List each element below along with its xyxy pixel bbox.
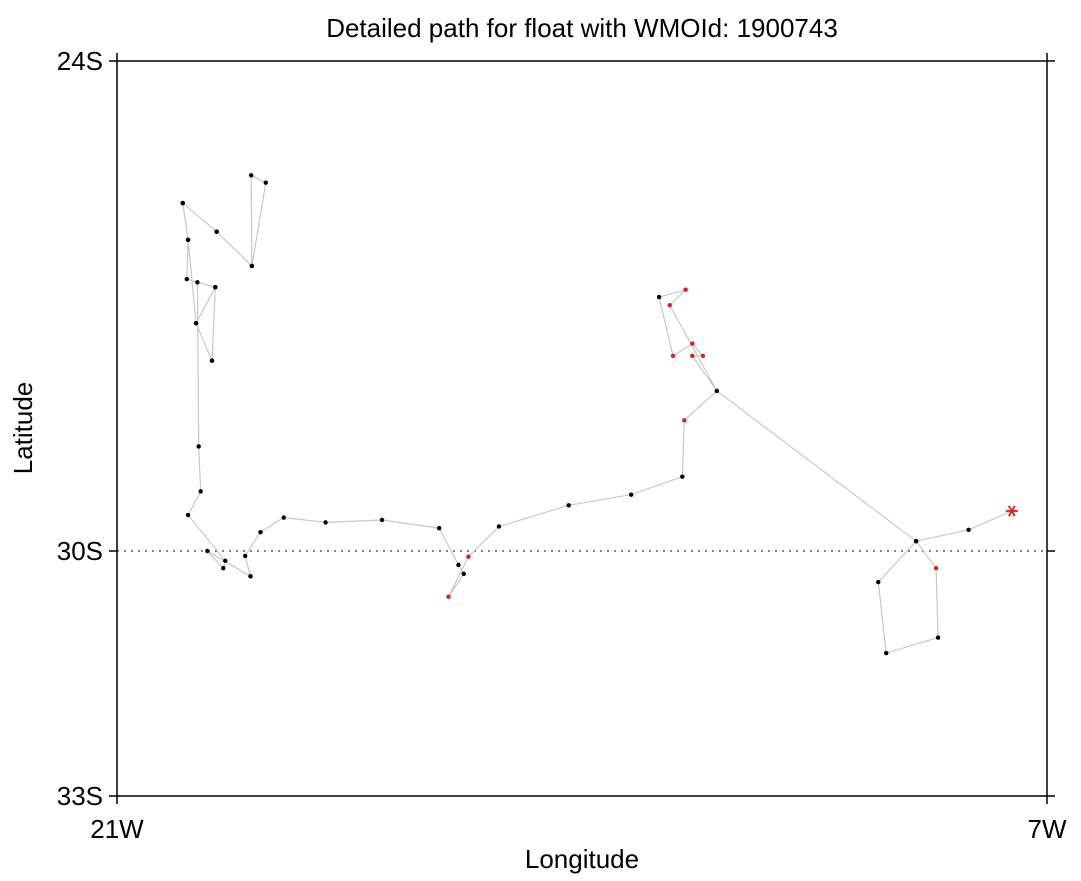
profile-point <box>263 180 268 185</box>
profile-point <box>456 562 461 568</box>
profile-point <box>628 492 634 497</box>
profile-point <box>198 489 203 494</box>
tick-layer: 21W 7W 24S 30S 33S <box>57 46 1067 844</box>
profile-point <box>213 285 218 290</box>
profile-point <box>379 517 385 523</box>
profile-point <box>913 539 919 544</box>
profile-point <box>656 294 662 300</box>
highlighted-profile-point <box>667 302 672 308</box>
highlighted-profile-point <box>670 353 676 359</box>
highlighted-profile-point <box>466 554 471 559</box>
profile-point <box>884 650 889 656</box>
profile-point <box>205 548 210 554</box>
profile-point <box>436 525 442 531</box>
plot-frame <box>116 60 1048 797</box>
profile-point <box>258 530 263 535</box>
profile-point <box>223 558 228 563</box>
x-tick-label: 7W <box>1028 814 1067 844</box>
highlighted-profile-point <box>682 418 687 423</box>
profile-point <box>323 520 328 525</box>
x-axis-title: Longitude <box>525 844 639 874</box>
profile-point <box>935 635 941 640</box>
last-position-marker <box>1005 505 1018 517</box>
profile-point <box>184 276 189 282</box>
profile-point <box>680 474 685 479</box>
path-layer <box>181 174 1013 654</box>
highlighted-profile-point <box>700 353 706 359</box>
profile-point <box>714 388 720 394</box>
y-axis-title: Latitude <box>8 382 38 475</box>
y-tick-label: 30S <box>57 536 103 566</box>
highlighted-profile-point <box>683 287 688 292</box>
profile-point <box>180 200 185 206</box>
profile-point <box>185 512 191 518</box>
profile-point <box>196 444 201 449</box>
profile-point <box>496 524 502 529</box>
profile-point <box>185 237 191 243</box>
point-layer <box>180 173 1018 656</box>
profile-point <box>248 173 254 178</box>
x-tick-label: 21W <box>90 814 144 844</box>
profile-point <box>566 503 571 508</box>
profile-point <box>248 574 253 579</box>
y-tick-label: 24S <box>57 46 103 76</box>
y-tick-label: 33S <box>57 781 103 811</box>
profile-point <box>281 515 286 520</box>
profile-point <box>209 358 215 363</box>
profile-point <box>966 527 971 532</box>
profile-point <box>195 280 200 285</box>
float-path-segment <box>181 174 267 577</box>
profile-point <box>214 229 219 234</box>
highlighted-profile-point <box>690 341 695 346</box>
profile-point <box>243 553 248 559</box>
profile-point <box>249 263 255 269</box>
profile-point <box>221 565 226 571</box>
profile-point <box>876 579 881 585</box>
highlighted-profile-point <box>446 594 451 599</box>
highlighted-profile-point <box>933 565 939 571</box>
profile-point <box>461 571 466 577</box>
highlighted-profile-point <box>690 353 695 359</box>
float-path-segment <box>244 289 1013 654</box>
chart-title: Detailed path for float with WMOId: 1900… <box>326 13 838 43</box>
profile-point <box>193 320 199 326</box>
